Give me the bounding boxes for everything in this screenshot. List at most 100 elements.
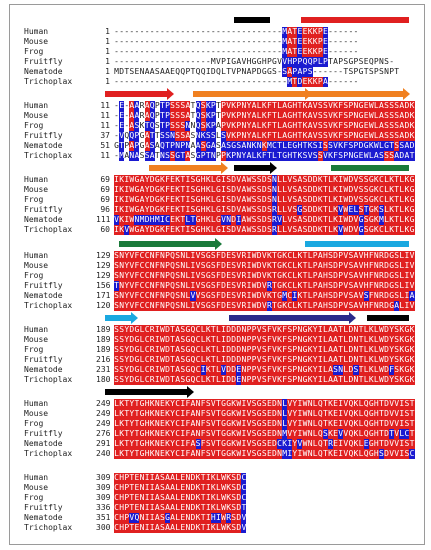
start-position: 309 bbox=[96, 483, 111, 492]
sequence: LKTYTGHKNEKYCIFANFSVTGGKWIVSGSEDNMIYIWNL… bbox=[114, 449, 415, 459]
sequence: SSYDGLCRIWDTASGQCLKTLIDDDNPPVSFVKFSPNGKY… bbox=[114, 355, 415, 365]
species-label: Frog bbox=[24, 121, 44, 130]
start-position: 51 bbox=[100, 141, 110, 150]
sequence: SSYDGLCRIWDTASGQCLKTLIDDDNPPVSFVKFSPNGKY… bbox=[114, 325, 415, 335]
species-label: Human bbox=[24, 251, 49, 260]
sequence: -E-AARAQPTPSSSATQSKPTPVKPNYALKFTLAGHTKAV… bbox=[114, 111, 415, 121]
sequence: ---------------------------------MATEEKK… bbox=[114, 27, 359, 37]
sequence: CHPTENIIASAALENDKTIKLWKSDT bbox=[114, 503, 247, 513]
sequence: IKIWGAYDGKFEKTISGHKLGISDVAWSSDSNLLVSASDD… bbox=[114, 175, 415, 185]
species-label: Frog bbox=[24, 345, 44, 354]
sequence: IKIWGAYDGKFEKTISGHKLGISDVAWSSDSNLLVSASDD… bbox=[114, 195, 415, 205]
sequence: ---------------------------------MATEEKK… bbox=[114, 37, 359, 47]
start-position: 1 bbox=[105, 67, 110, 76]
sequence: TNYVFCCNFNPQSNLIVSGSFDESVRIWDVRTGKCLKTLP… bbox=[114, 281, 415, 291]
start-position: 69 bbox=[100, 185, 110, 194]
species-label: Trichoplax bbox=[24, 151, 73, 160]
sequence: -MANASSATNSSGTASGPTNPPKPNYALKFTLTGHTKSVS… bbox=[114, 151, 415, 161]
secondary-structure-arrow bbox=[105, 386, 194, 398]
sequence: CHPTENIIASAALENDKTIKLWKSDC bbox=[114, 473, 247, 483]
start-position: 351 bbox=[96, 513, 111, 522]
species-label: Human bbox=[24, 175, 49, 184]
species-label: Trichoplax bbox=[24, 301, 73, 310]
species-label: Frog bbox=[24, 195, 44, 204]
species-label: Nematode bbox=[24, 215, 63, 224]
sequence: SSYDGLCRIWDTASGQCLKTLIDDDNPPVSFVKFSPNGKY… bbox=[114, 345, 415, 355]
start-position: 240 bbox=[96, 449, 111, 458]
start-position: 1 bbox=[105, 47, 110, 56]
sequence: -------------------MVPIGAVHGGHPGVVHPPQQP… bbox=[114, 57, 395, 67]
species-label: Trichoplax bbox=[24, 375, 73, 384]
species-label: Human bbox=[24, 325, 49, 334]
start-position: 37 bbox=[100, 131, 110, 140]
sequence: SNYVFCCNFNPQSNLIVSGSFDESVRIWDVKTGKCLKTLP… bbox=[114, 251, 415, 261]
start-position: 189 bbox=[96, 345, 111, 354]
sequence: LKTYTGHKNEKYCIFANFSVTGGKWIVSGSEDNMVYIWNL… bbox=[114, 429, 415, 439]
start-position: 249 bbox=[96, 409, 111, 418]
start-position: 11 bbox=[100, 151, 110, 160]
species-label: Fruitfly bbox=[24, 281, 63, 290]
species-label: Frog bbox=[24, 47, 44, 56]
species-label: Frog bbox=[24, 493, 44, 502]
start-position: 249 bbox=[96, 399, 111, 408]
secondary-structure-arrow bbox=[105, 312, 138, 324]
start-position: 129 bbox=[96, 261, 111, 270]
species-label: Human bbox=[24, 27, 49, 36]
start-position: 120 bbox=[96, 301, 111, 310]
start-position: 11 bbox=[100, 101, 110, 110]
secondary-structure-arrow bbox=[119, 238, 222, 250]
start-position: 309 bbox=[96, 473, 111, 482]
secondary-structure-arrow bbox=[149, 162, 228, 174]
start-position: 1 bbox=[105, 37, 110, 46]
start-position: 171 bbox=[96, 291, 111, 300]
start-position: 216 bbox=[96, 355, 111, 364]
secondary-structure-arrow bbox=[193, 88, 312, 100]
sequence: -VQQPGATTSSNSSASNKSSLSVKPNYALKFTLAGHTKAV… bbox=[114, 131, 415, 141]
species-label: Fruitfly bbox=[24, 503, 63, 512]
species-label: Mouse bbox=[24, 185, 49, 194]
start-position: 300 bbox=[96, 523, 111, 532]
species-label: Fruitfly bbox=[24, 355, 63, 364]
sequence: LKTYTGHKNEKYCIFASFSVTGGKWIVSGSEDCKIYVWNL… bbox=[114, 439, 415, 449]
species-label: Nematode bbox=[24, 439, 63, 448]
start-position: 291 bbox=[96, 439, 111, 448]
start-position: 231 bbox=[96, 365, 111, 374]
species-label: Mouse bbox=[24, 111, 49, 120]
species-label: Trichoplax bbox=[24, 225, 73, 234]
species-label: Mouse bbox=[24, 335, 49, 344]
start-position: 96 bbox=[100, 205, 110, 214]
start-position: 336 bbox=[96, 503, 111, 512]
sequence: IKVWGAYDGKFEKTISGHKLGISDVAWSSDSRLLVSASDD… bbox=[114, 225, 415, 235]
alignment-figure: Human 1 ---------------------------------M… bbox=[9, 4, 425, 545]
start-position: 129 bbox=[96, 271, 111, 280]
sequence: SSYDGLCRIWDTASGQCIKTLVDDENPPVSFVKFSPNGKY… bbox=[114, 365, 415, 375]
sequence: VKIWNMDHMICEKTLTGHKLGVNDIAWSSDSRVLVSASDD… bbox=[114, 215, 415, 225]
species-label: Nematode bbox=[24, 513, 63, 522]
species-label: Mouse bbox=[24, 409, 49, 418]
species-label: Fruitfly bbox=[24, 57, 63, 66]
start-position: 1 bbox=[105, 27, 110, 36]
start-position: 69 bbox=[100, 195, 110, 204]
sequence: IKIWGAYDGKFEKTISGHKLGISDVAWSSDSRLLVSGSDD… bbox=[114, 205, 415, 215]
start-position: 11 bbox=[100, 121, 110, 130]
species-label: Nematode bbox=[24, 365, 63, 374]
sequence: SNYVFCCNFNPQSNLIVSGSFDESVRIWDVKTGKCLKTLP… bbox=[114, 271, 415, 281]
species-label: Trichoplax bbox=[24, 449, 73, 458]
start-position: 249 bbox=[96, 419, 111, 428]
sequence: SSYDGLCRIWDTASGQCLKTLIDDENPPVSFVKFSPNGKY… bbox=[114, 375, 415, 385]
species-label: Mouse bbox=[24, 483, 49, 492]
species-label: Trichoplax bbox=[24, 77, 73, 86]
sequence: IKIWGAYDGKFEKTISGHKLGISDVAWSSDSNLLVSASDD… bbox=[114, 185, 415, 195]
start-position: 60 bbox=[100, 225, 110, 234]
secondary-structure-bar bbox=[234, 17, 270, 23]
species-label: Human bbox=[24, 473, 49, 482]
sequence: MDTSENAASAAEQQPTQQIDQLTVPNAPDGGS-SAPAPS-… bbox=[114, 67, 400, 77]
secondary-structure-arrow bbox=[303, 88, 410, 100]
start-position: 189 bbox=[96, 335, 111, 344]
start-position: 1 bbox=[105, 57, 110, 66]
species-label: Fruitfly bbox=[24, 429, 63, 438]
secondary-structure-bar bbox=[331, 165, 409, 171]
sequence: LKTYTGHKNEKYCIFANFSVTGGKWIVSGSEDNLVYIWNL… bbox=[114, 409, 415, 419]
sequence: GTPAPGASAQTPNPNAASGASASGSANKNKMCTLEGHTKS… bbox=[114, 141, 415, 151]
sequence: LKTYTGHKNEKYCIFANFSVTGGKWIVSGSEDNLVYIWNL… bbox=[114, 419, 415, 429]
